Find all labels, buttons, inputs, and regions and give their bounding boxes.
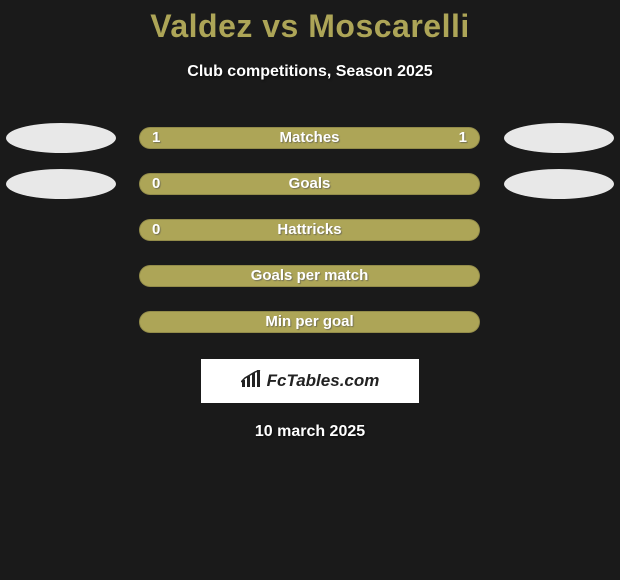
stat-row-min-per-goal: Min per goal [0,311,620,333]
subtitle: Club competitions, Season 2025 [0,63,620,81]
logo-box: FcTables.com [201,359,419,403]
page-title: Valdez vs Moscarelli [0,8,620,45]
left-player-marker [6,123,116,153]
right-value: 1 [459,129,467,146]
stat-bar: Goals per match [139,265,480,287]
stat-label: Goals per match [140,267,479,284]
date-label: 10 march 2025 [0,423,620,441]
stat-label: Hattricks [140,221,479,238]
stat-row-matches: 1 Matches 1 [0,127,620,149]
stat-row-goals: 0 Goals [0,173,620,195]
stat-bar: Min per goal [139,311,480,333]
comparison-panel: Valdez vs Moscarelli Club competitions, … [0,0,620,441]
logo-text: FcTables.com [267,371,380,391]
stat-label: Goals [140,175,479,192]
stat-row-goals-per-match: Goals per match [0,265,620,287]
bar-chart-icon [241,370,263,393]
stat-row-hattricks: 0 Hattricks [0,219,620,241]
stat-bar: 1 Matches 1 [139,127,480,149]
left-player-marker [6,169,116,199]
stat-bar: 0 Goals [139,173,480,195]
stat-label: Min per goal [140,313,479,330]
stat-label: Matches [140,129,479,146]
right-player-marker [504,169,614,199]
right-player-marker [504,123,614,153]
stat-bar: 0 Hattricks [139,219,480,241]
stat-rows: 1 Matches 1 0 Goals 0 Hattricks [0,127,620,333]
